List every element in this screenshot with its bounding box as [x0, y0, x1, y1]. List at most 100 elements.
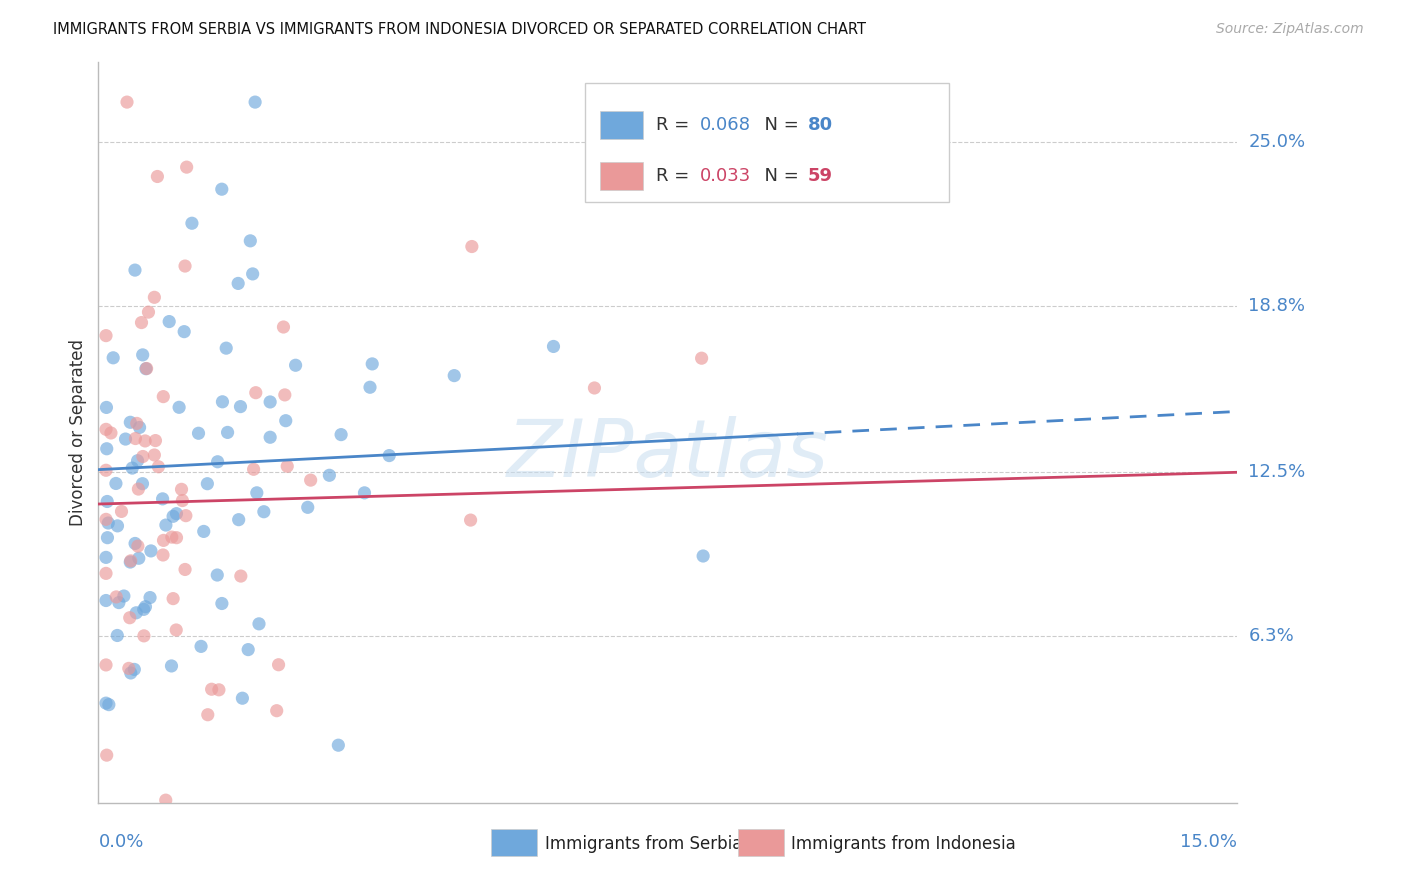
Point [274, 388, 297, 402]
Point [132, 450, 155, 464]
FancyBboxPatch shape [585, 83, 949, 202]
Point [165, 623, 187, 637]
Point [174, 562, 197, 576]
Point [253, 505, 276, 519]
Point [139, 544, 162, 558]
Point [231, 691, 253, 706]
Point [443, 368, 465, 383]
Point [97, 516, 120, 530]
Text: 12.5%: 12.5% [1249, 463, 1306, 482]
Point [173, 325, 195, 339]
Point [96, 442, 118, 456]
Point [583, 381, 606, 395]
Point [207, 568, 229, 582]
Point [242, 267, 264, 281]
Point [105, 628, 128, 642]
Point [104, 476, 127, 491]
Point [378, 449, 401, 463]
Text: ZIPatlas: ZIPatlas [506, 416, 830, 494]
Point [155, 518, 177, 533]
Point [330, 427, 353, 442]
Point [132, 629, 155, 643]
Text: 25.0%: 25.0% [1249, 133, 1306, 151]
Point [94, 566, 117, 581]
FancyBboxPatch shape [599, 112, 643, 139]
Y-axis label: Divorced or Separated: Divorced or Separated [69, 339, 87, 526]
Point [134, 434, 156, 448]
Point [167, 401, 190, 415]
Point [162, 509, 184, 524]
Text: 6.3%: 6.3% [1249, 627, 1294, 645]
Point [166, 507, 188, 521]
Point [94, 550, 117, 565]
Point [172, 493, 194, 508]
Text: N =: N = [754, 167, 804, 185]
Text: N =: N = [754, 116, 804, 135]
Point [267, 657, 290, 672]
Point [155, 793, 177, 807]
Point [118, 611, 141, 625]
Text: Immigrants from Serbia: Immigrants from Serbia [546, 835, 742, 853]
Text: Immigrants from Indonesia: Immigrants from Indonesia [790, 835, 1015, 853]
Point [139, 591, 162, 605]
Point [128, 420, 150, 434]
Point [211, 182, 233, 196]
Point [461, 239, 484, 253]
Point [195, 476, 218, 491]
Text: IMMIGRANTS FROM SERBIA VS IMMIGRANTS FROM INDONESIA DIVORCED OR SEPARATED CORREL: IMMIGRANTS FROM SERBIA VS IMMIGRANTS FRO… [53, 22, 866, 37]
Point [246, 485, 269, 500]
Text: 0.068: 0.068 [700, 116, 751, 135]
Point [94, 463, 117, 477]
Point [134, 599, 156, 614]
Point [127, 453, 149, 467]
Point [299, 473, 322, 487]
Point [228, 513, 250, 527]
Point [107, 519, 129, 533]
Point [229, 400, 252, 414]
Point [103, 351, 125, 365]
Point [112, 589, 135, 603]
Point [94, 422, 117, 436]
Point [124, 263, 146, 277]
Point [361, 357, 384, 371]
Point [131, 348, 153, 362]
Point [118, 661, 141, 675]
Point [243, 95, 266, 109]
Point [120, 555, 142, 569]
Point [242, 462, 264, 476]
Point [124, 662, 146, 676]
Point [166, 531, 188, 545]
Point [174, 508, 197, 523]
Point [143, 290, 166, 304]
Point [148, 459, 170, 474]
Point [297, 500, 319, 515]
Point [124, 536, 146, 550]
Point [132, 602, 155, 616]
Point [266, 704, 288, 718]
Point [94, 512, 117, 526]
Point [120, 554, 142, 568]
Point [138, 305, 160, 319]
Point [353, 486, 375, 500]
Point [152, 533, 174, 548]
Point [135, 361, 157, 376]
Text: 80: 80 [808, 116, 832, 135]
Point [96, 531, 118, 545]
Point [152, 548, 174, 562]
Point [215, 341, 238, 355]
Point [259, 430, 281, 444]
Point [94, 657, 117, 672]
Point [328, 738, 350, 752]
Point [152, 491, 174, 506]
Point [207, 455, 229, 469]
Point [124, 432, 146, 446]
Point [115, 95, 138, 109]
Point [114, 432, 136, 446]
FancyBboxPatch shape [738, 830, 785, 856]
Point [125, 606, 148, 620]
Point [238, 642, 260, 657]
Point [211, 394, 233, 409]
Point [162, 591, 184, 606]
Point [94, 328, 117, 343]
Point [157, 314, 180, 328]
